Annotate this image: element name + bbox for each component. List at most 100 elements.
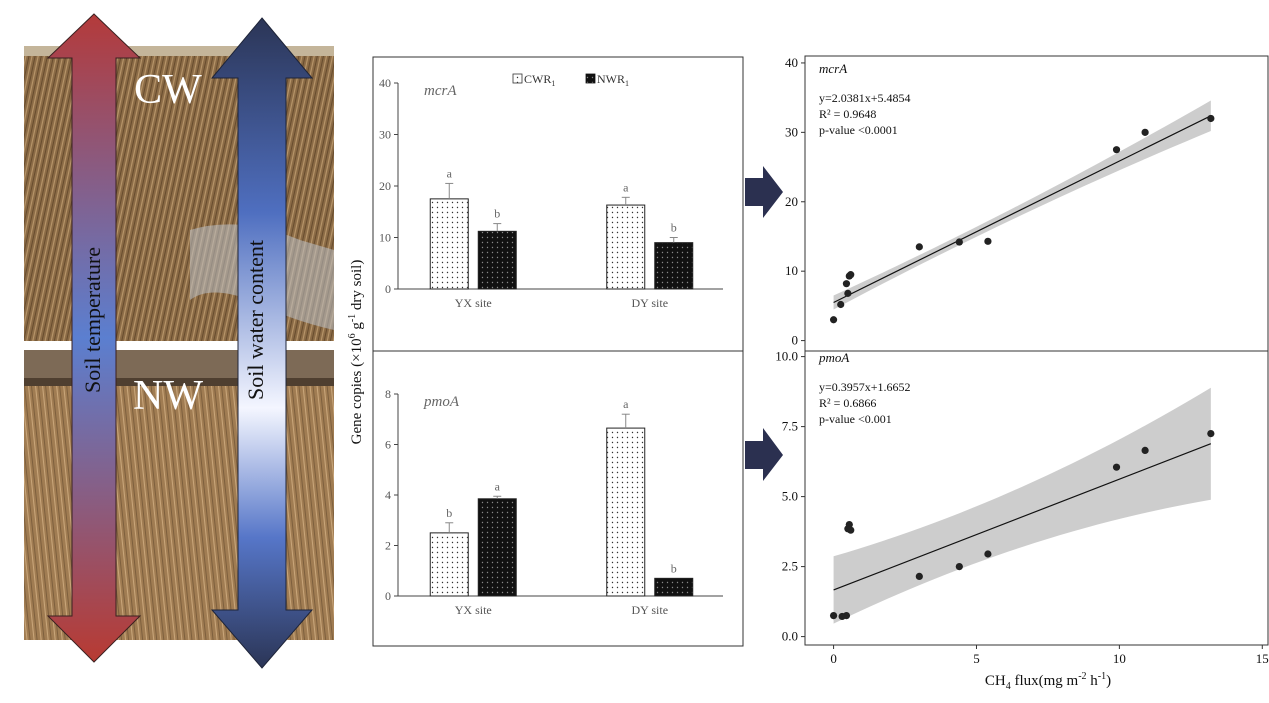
x-tick-label: 15 (1256, 651, 1269, 666)
significance-letter: a (447, 166, 453, 180)
data-point (915, 572, 923, 581)
x-tick-label: 0 (830, 651, 837, 666)
bar (477, 230, 517, 290)
y-tick-label: 0 (385, 282, 391, 296)
data-point (1112, 463, 1121, 471)
xlabel-sub: 4 (1006, 681, 1011, 692)
y-tick-label: 4 (385, 488, 391, 502)
xlabel-exp2: -1 (1098, 671, 1106, 682)
bar (606, 427, 646, 597)
regression-line (833, 115, 1212, 304)
bar-ylabel-prefix: Gene copies (×10 (349, 338, 365, 444)
data-point (829, 316, 838, 324)
y-tick-label: 10 (785, 263, 798, 278)
r-squared: R² = 0.6866 (819, 396, 876, 410)
y-tick-label: 30 (379, 128, 391, 142)
y-tick-label: 20 (785, 194, 798, 209)
significance-letter: b (446, 506, 452, 520)
xlabel-exp1: -2 (1078, 671, 1086, 682)
data-point (845, 521, 853, 529)
bar-chart-mcrA: 0 10 20 30 40 mcrA YX site a b DY site a b (379, 76, 723, 310)
x-tick-label: 5 (973, 651, 980, 666)
y-tick-label: 0.0 (782, 629, 798, 644)
p-value: p-value <0.0001 (819, 123, 898, 137)
legend-nwr1-main: NWR (597, 72, 625, 86)
data-point (1141, 128, 1149, 136)
bar (654, 242, 694, 290)
category-label: DY site (631, 296, 668, 310)
bar (429, 532, 469, 597)
p-value: p-value <0.001 (819, 412, 892, 426)
data-point (1207, 114, 1215, 123)
bar-ylabel-mid: g (349, 322, 365, 334)
data-point (847, 526, 855, 534)
significance-letter: b (671, 561, 677, 575)
xlabel-mid: h (1087, 673, 1099, 689)
y-tick-label: 0 (385, 589, 391, 603)
cw-label: CW (134, 67, 202, 113)
scatter-xlabel: CH4 flux(mg m-2 h-1) (985, 671, 1111, 692)
category-label: DY site (631, 603, 668, 617)
y-tick-label: 8 (385, 387, 391, 401)
legend-swatch-cwr1 (512, 73, 523, 84)
bar-legend: CWR1 NWR1 (512, 72, 629, 88)
legend-cwr1-main: CWR (524, 72, 551, 86)
data-point (847, 271, 855, 279)
bar-chart-panel: Gene copies (×106 g-1 dry soil) CWR1 NWR… (347, 56, 744, 647)
y-tick-label: 0 (792, 333, 799, 348)
y-tick-label: 6 (385, 438, 391, 452)
field-photos: CW NW (24, 46, 334, 640)
bar-chart-title: mcrA (424, 83, 457, 99)
data-point (842, 280, 851, 288)
legend-nwr1-sub: 1 (625, 79, 629, 88)
confidence-band (833, 387, 1211, 624)
bar-chart-title: pmoA (423, 394, 460, 410)
significance-letter: b (671, 221, 677, 235)
data-point (955, 563, 963, 571)
flow-arrow-bottom (745, 428, 783, 481)
category-label: YX site (455, 603, 492, 617)
soil-water-label: Soil water content (243, 240, 268, 400)
bar-ylabel-suffix: dry soil) (349, 260, 365, 314)
y-tick-label: 10.0 (775, 349, 798, 364)
data-point (984, 550, 992, 558)
y-tick-label: 2 (385, 539, 391, 553)
regression-equation: y=2.0381x+5.4854 (819, 91, 911, 105)
category-label: YX site (455, 296, 492, 310)
data-point (842, 612, 851, 620)
regression-line (833, 443, 1212, 591)
flow-arrow-top (745, 166, 783, 218)
data-point (1112, 146, 1121, 154)
y-tick-label: 40 (785, 55, 798, 70)
significance-letter: a (623, 180, 629, 194)
legend-label-cwr1: CWR1 (524, 72, 555, 88)
nw-photo-treeline (24, 378, 334, 386)
cw-photo-sky (24, 46, 334, 56)
soil-temperature-label: Soil temperature (80, 247, 105, 393)
bar (606, 204, 646, 290)
regression-equation: y=0.3957x+1.6652 (819, 380, 911, 394)
data-point (984, 237, 992, 245)
soil-water-arrow: Soil water content (210, 17, 314, 669)
xlabel-main: CH (985, 673, 1006, 689)
y-tick-label: 20 (379, 179, 391, 193)
legend-label-nwr1: NWR1 (597, 72, 629, 88)
scatter-frame-pmoA (804, 350, 1269, 646)
data-point (915, 243, 923, 251)
xlabel-end: ) (1106, 673, 1111, 689)
xlabel-rest: flux(mg m (1011, 673, 1079, 689)
data-point (1207, 430, 1215, 438)
significance-letter: a (495, 479, 501, 493)
soil-temperature-arrow: Soil temperature (46, 13, 142, 663)
data-point (829, 612, 838, 620)
legend-swatch-nwr1 (585, 73, 596, 84)
bar-ylabel: Gene copies (×106 g-1 dry soil) (347, 260, 365, 445)
bar-ylabel-exp2: -1 (347, 314, 358, 322)
scatter-chart-title: mcrA (819, 61, 847, 76)
scatter-chart-mcrA: 0 10 20 30 40 mcrA y=2.0381x+5.4854 R² = 0.9648… (785, 55, 1215, 348)
bar-ylabel-exp: 6 (347, 333, 358, 338)
flow-arrows (745, 166, 783, 481)
data-point (837, 300, 845, 309)
